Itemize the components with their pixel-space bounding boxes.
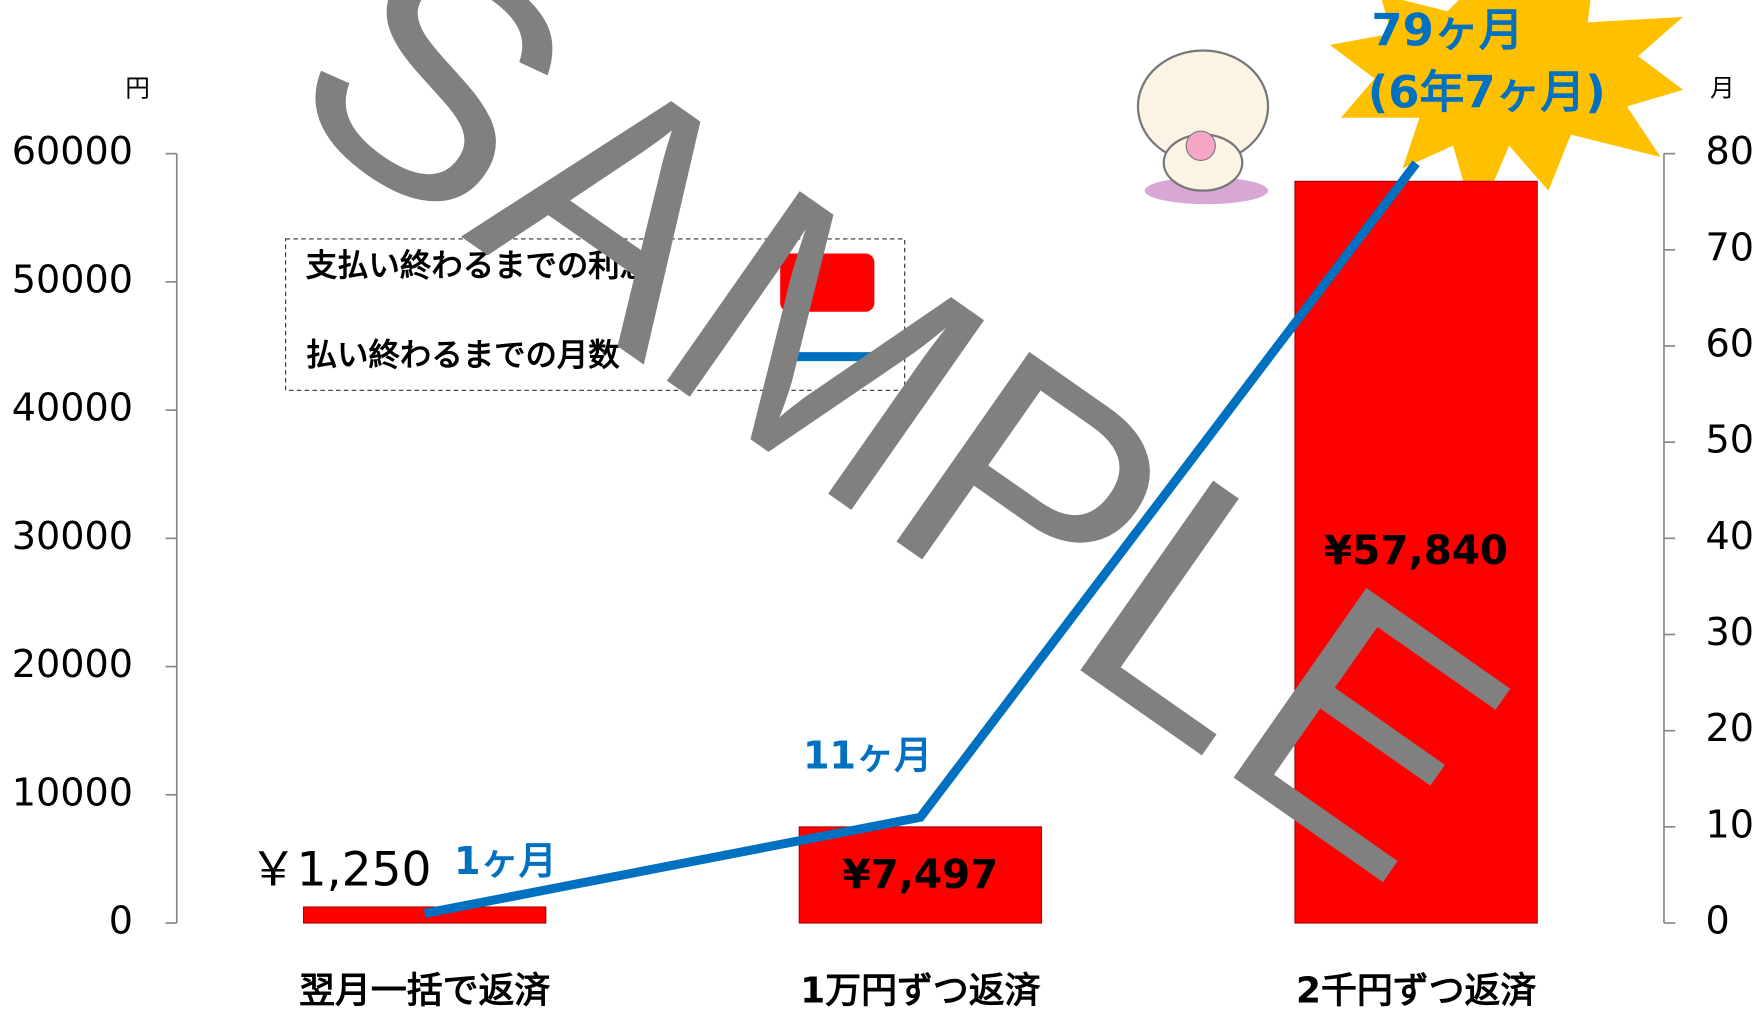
y-tick-label: 10000: [12, 770, 133, 814]
annotation: (6年7ヶ月): [1368, 65, 1606, 118]
x-tick-label: 翌月一括で返済: [299, 971, 550, 1012]
y-tick-label: 30000: [12, 514, 133, 558]
chart: 79ヶ月 (6年7ヶ月) 円 月 0 10000 20000 30000 40000 50…: [0, 0, 1760, 1015]
x-tick-label: 2千円ずつ返済: [1296, 971, 1536, 1012]
y-tick-label: 20000: [12, 642, 133, 686]
y-unit: 円: [125, 74, 150, 103]
y-tick-label: 40000: [12, 386, 133, 430]
bar-value-label: ¥7,497: [843, 851, 999, 898]
line-label: 11ヶ月: [803, 734, 932, 778]
y2-tick-label: 40: [1705, 514, 1754, 558]
y-tick-label: 60000: [12, 129, 133, 173]
line-label: 79ヶ月: [1371, 4, 1523, 57]
y2-tick-label: 60: [1705, 321, 1754, 365]
y2-tick-label: 50: [1705, 418, 1754, 462]
y2-tick-label: 80: [1705, 129, 1754, 173]
line-label: 1ヶ月: [454, 839, 557, 883]
x-tick-label: 1万円ずつ返済: [800, 971, 1040, 1012]
bar-value-label: ￥1,250: [250, 843, 432, 898]
y2-tick-label: 70: [1705, 225, 1754, 269]
y-tick-label: 50000: [12, 257, 133, 301]
y2-tick-label: 30: [1705, 610, 1754, 654]
y2-unit: 月: [1710, 74, 1735, 103]
y2-tick-label: 20: [1705, 706, 1754, 750]
y-tick-label: 0: [109, 899, 133, 943]
y2-tick-label: 10: [1705, 802, 1754, 846]
cat-illustration: [1138, 50, 1268, 204]
page: 79ヶ月 (6年7ヶ月) 円 月 0 10000 20000 30000 40000 50…: [0, 0, 1760, 1015]
y2-tick-label: 0: [1705, 899, 1729, 943]
